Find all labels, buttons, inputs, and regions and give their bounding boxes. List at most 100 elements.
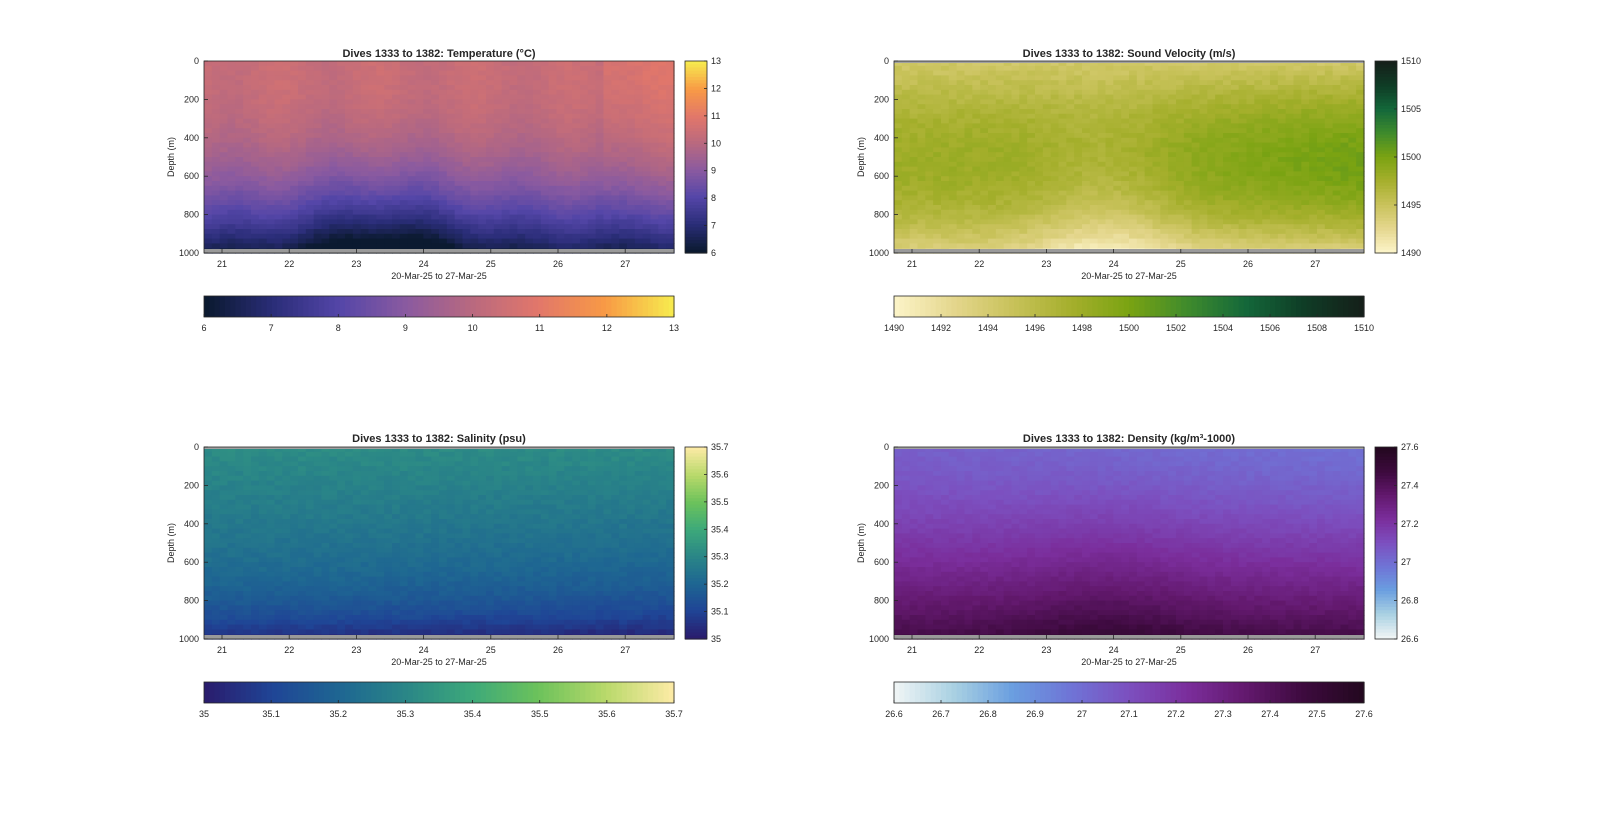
heatmap-cell [228, 90, 236, 95]
heatmap-cell [510, 90, 518, 95]
heatmap-cell [972, 119, 980, 124]
heatmap-cell [918, 152, 926, 157]
heatmap-cell [1270, 123, 1278, 128]
heatmap-cell [533, 71, 541, 76]
heatmap-cell [1145, 234, 1153, 239]
heatmap-cell [408, 143, 416, 148]
heatmap-cell [1153, 119, 1161, 124]
heatmap-cell [1051, 157, 1059, 162]
heatmap-cell [1145, 147, 1153, 152]
heatmap-cell [1200, 195, 1208, 200]
heatmap-cell [447, 234, 455, 239]
heatmap-cell [1074, 186, 1082, 191]
heatmap-cell [1231, 171, 1239, 176]
heatmap-cell [228, 195, 236, 200]
heatmap-cell [643, 162, 651, 167]
heatmap-cell [1121, 210, 1129, 215]
heatmap-cell [972, 195, 980, 200]
heatmap-cell [235, 128, 243, 133]
heatmap-cell [235, 95, 243, 100]
heatmap-cell [322, 191, 330, 196]
heatmap-cell [1325, 152, 1333, 157]
heatmap-cell [1278, 224, 1286, 229]
heatmap-cell [510, 195, 518, 200]
heatmap-cell [1168, 224, 1176, 229]
heatmap-cell [533, 123, 541, 128]
heatmap-cell [933, 95, 941, 100]
heatmap-cell [902, 191, 910, 196]
heatmap-cell [329, 114, 337, 119]
heatmap-cell [1325, 191, 1333, 196]
heatmap-cell [431, 75, 439, 80]
heatmap-cell [1004, 167, 1012, 172]
heatmap-cell [1317, 114, 1325, 119]
colorbar-segment [308, 296, 314, 317]
heatmap-cell [894, 234, 902, 239]
heatmap-cell [228, 85, 236, 90]
heatmap-cell [400, 75, 408, 80]
heatmap-cell [392, 152, 400, 157]
heatmap-cell [431, 210, 439, 215]
heatmap-cell [941, 152, 949, 157]
heatmap-cell [1317, 219, 1325, 224]
heatmap-cell [384, 239, 392, 244]
heatmap-cell [980, 171, 988, 176]
heatmap-cell [635, 210, 643, 215]
heatmap-cell [314, 210, 322, 215]
heatmap-cell [588, 186, 596, 191]
heatmap-cell [392, 234, 400, 239]
heatmap-cell [1317, 195, 1325, 200]
heatmap-cell [243, 157, 251, 162]
heatmap-cell [588, 71, 596, 76]
heatmap-cell [1160, 138, 1168, 143]
heatmap-cell [918, 234, 926, 239]
heatmap-cell [1317, 234, 1325, 239]
heatmap-cell [627, 119, 635, 124]
heatmap-cell [933, 234, 941, 239]
heatmap-cell [439, 205, 447, 210]
heatmap-cell [345, 167, 353, 172]
heatmap-cell [902, 109, 910, 114]
heatmap-cell [1113, 90, 1121, 95]
colorbar-segment [554, 296, 560, 317]
heatmap-cell [510, 239, 518, 244]
heatmap-cell [596, 176, 604, 181]
heatmap-cell [235, 215, 243, 220]
heatmap-cell [941, 138, 949, 143]
heatmap-cell [1294, 128, 1302, 133]
heatmap-cell [306, 66, 314, 71]
heatmap-cell [470, 239, 478, 244]
heatmap-cell [1012, 219, 1020, 224]
heatmap-cell [1184, 200, 1192, 205]
heatmap-cell [478, 123, 486, 128]
heatmap-cell [204, 85, 212, 90]
heatmap-cell [1301, 162, 1309, 167]
heatmap-cell [1090, 109, 1098, 114]
heatmap-cell [1004, 143, 1012, 148]
heatmap-cell [902, 157, 910, 162]
panel-2: Dives 1333 to 1382: Sound Velocity (m/s)… [856, 48, 1421, 333]
heatmap-cell [510, 205, 518, 210]
heatmap-cell [918, 75, 926, 80]
heatmap-cell [1145, 239, 1153, 244]
heatmap-cell [533, 234, 541, 239]
heatmap-cell [611, 152, 619, 157]
heatmap-cell [463, 143, 471, 148]
heatmap-cell [1317, 210, 1325, 215]
colorbar-segment [345, 296, 351, 317]
heatmap-cell [1113, 147, 1121, 152]
heatmap-cell [1098, 157, 1106, 162]
heatmap-cell [517, 215, 525, 220]
heatmap-cell [1004, 162, 1012, 167]
heatmap-cell [494, 176, 502, 181]
heatmap-cell [1223, 219, 1231, 224]
heatmap-cell [1247, 191, 1255, 196]
heatmap-cell [1325, 99, 1333, 104]
heatmap-cell [1348, 80, 1356, 85]
heatmap-cell [1059, 114, 1067, 119]
heatmap-cell [1059, 157, 1067, 162]
heatmap-cell [1019, 99, 1027, 104]
heatmap-cell [1247, 128, 1255, 133]
heatmap-cell [557, 167, 565, 172]
heatmap-cell [470, 119, 478, 124]
